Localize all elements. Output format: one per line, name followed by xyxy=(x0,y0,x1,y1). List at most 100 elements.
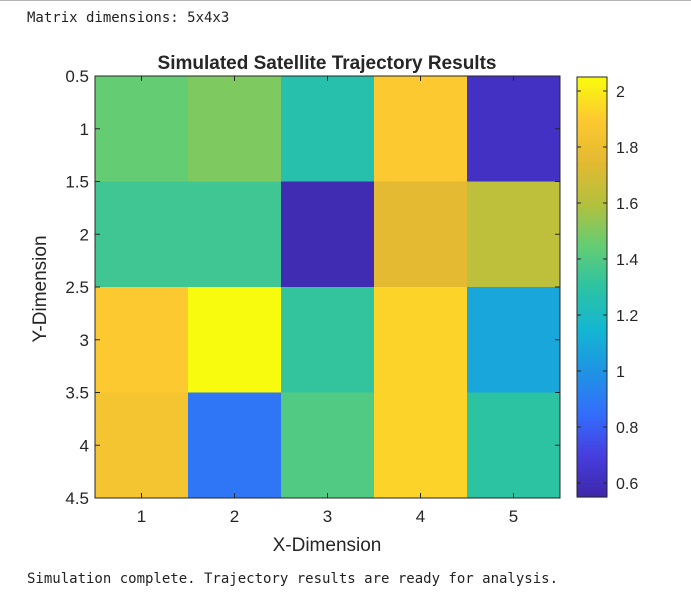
heatmap-cell xyxy=(374,181,467,287)
colorbar-segment xyxy=(577,458,607,463)
colorbar-segment xyxy=(577,360,607,365)
colorbar-tick-label: 0.8 xyxy=(616,420,638,437)
colorbar-segment xyxy=(577,378,607,383)
colorbar-segment xyxy=(577,395,607,400)
heatmap-cell xyxy=(467,76,560,182)
colorbar-segment xyxy=(577,479,607,484)
colorbar-segment xyxy=(577,451,607,456)
colorbar-segment xyxy=(577,297,607,302)
plot-axes: 1 2 3 4 5 0.5 1 1.5 2 2.5 3 3.5 4 4.5 xyxy=(65,67,561,526)
x-tick-label: 3 xyxy=(323,507,332,526)
colorbar-segment xyxy=(577,178,607,183)
heatmap-cell xyxy=(467,392,560,498)
heatmap-cell xyxy=(281,287,374,393)
y-tick-label: 1.5 xyxy=(65,173,89,192)
colorbar-segment xyxy=(577,241,607,246)
colorbar-segment xyxy=(577,406,607,411)
colorbar-segment xyxy=(577,161,607,166)
heatmap-cell xyxy=(188,287,281,393)
colorbar-segment xyxy=(577,339,607,344)
colorbar-segment xyxy=(577,112,607,117)
heatmap-cells xyxy=(95,76,560,498)
colorbar-segment xyxy=(577,385,607,390)
colorbar-segment xyxy=(577,434,607,439)
colorbar-tick-label: 1.6 xyxy=(616,196,638,213)
x-axis-label: X-Dimension xyxy=(273,535,382,556)
colorbar-tick-label: 1.2 xyxy=(616,308,638,325)
colorbar-segment xyxy=(577,238,607,243)
y-tick-label: 1 xyxy=(80,120,89,139)
heatmap-cell xyxy=(281,76,374,182)
colorbar-segment xyxy=(577,280,607,285)
colorbar-segment xyxy=(577,409,607,414)
colorbar-segment xyxy=(577,84,607,89)
colorbar-segment xyxy=(577,217,607,222)
colorbar-segment xyxy=(577,220,607,225)
colorbar-segment xyxy=(577,126,607,131)
heatmap-cell xyxy=(188,392,281,498)
colorbar-segment xyxy=(577,119,607,124)
heatmap-cell xyxy=(467,181,560,287)
colorbar-segment xyxy=(577,98,607,103)
colorbar-segment xyxy=(577,364,607,369)
colorbar-segment xyxy=(577,329,607,334)
colorbar-segment xyxy=(577,259,607,264)
colorbar-segment xyxy=(577,185,607,190)
colorbar-segment xyxy=(577,248,607,253)
colorbar-segment xyxy=(577,182,607,187)
colorbar-segment xyxy=(577,304,607,309)
colorbar-segment xyxy=(577,273,607,278)
colorbar-segment xyxy=(577,234,607,239)
colorbar-segment xyxy=(577,115,607,120)
colorbar-segment xyxy=(577,105,607,110)
colorbar-segment xyxy=(577,381,607,386)
colorbar-segment xyxy=(577,80,607,85)
colorbar-segment xyxy=(577,301,607,306)
colorbar-segment xyxy=(577,252,607,257)
heatmap-cell xyxy=(95,76,188,182)
colorbar-segment xyxy=(577,472,607,477)
colorbar-segment xyxy=(577,108,607,113)
colorbar-segment xyxy=(577,444,607,449)
colorbar-segment xyxy=(577,493,607,498)
colorbar-segment xyxy=(577,420,607,425)
colorbar-segment xyxy=(577,91,607,96)
colorbar-segment xyxy=(577,371,607,376)
colorbar-segment xyxy=(577,486,607,491)
colorbar-segment xyxy=(577,469,607,474)
x-tick-label: 1 xyxy=(137,507,146,526)
colorbar-tick-label: 0.6 xyxy=(616,476,638,493)
colorbar-segment xyxy=(577,402,607,407)
colorbar-segment xyxy=(577,94,607,99)
colorbar-segment xyxy=(577,213,607,218)
colorbar-segment xyxy=(577,388,607,393)
colorbar: 0.6 0.8 1 1.2 1.4 1.6 1.8 2 xyxy=(576,76,638,498)
colorbar-segment xyxy=(577,245,607,250)
colorbar-segment xyxy=(577,136,607,141)
colorbar-segment xyxy=(577,476,607,481)
colorbar-segment xyxy=(577,367,607,372)
colorbar-segment xyxy=(577,423,607,428)
colorbar-segment xyxy=(577,175,607,180)
colorbar-segment xyxy=(577,129,607,134)
colorbar-segment xyxy=(577,448,607,453)
colorbar-segment xyxy=(577,133,607,138)
colorbar-segment xyxy=(577,332,607,337)
y-tick-label: 0.5 xyxy=(65,67,89,86)
heatmap-cell xyxy=(374,287,467,393)
colorbar-tick-label: 1 xyxy=(616,364,625,381)
heatmap-cell xyxy=(281,392,374,498)
colorbar-segment xyxy=(577,77,607,82)
colorbar-segment xyxy=(577,283,607,288)
heatmap-cell xyxy=(188,181,281,287)
colorbar-segment xyxy=(577,315,607,320)
colorbar-segment xyxy=(577,154,607,159)
colorbar-segment xyxy=(577,262,607,267)
colorbar-segment xyxy=(577,101,607,106)
console-output-line: Simulation complete. Trajectory results … xyxy=(27,571,559,587)
colorbar-segment xyxy=(577,147,607,152)
colorbar-segment xyxy=(577,224,607,229)
colorbar-segment xyxy=(577,269,607,274)
colorbar-segment xyxy=(577,343,607,348)
colorbar-segment xyxy=(577,203,607,208)
